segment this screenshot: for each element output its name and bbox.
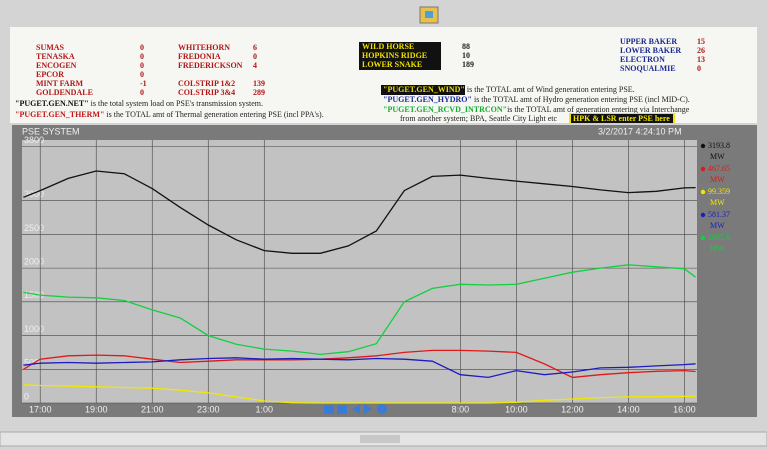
y-tick-label: 2000 xyxy=(24,257,44,267)
plant-value: 0 xyxy=(697,64,701,73)
note: "PUGET.GEN_THERM" is the TOTAL amt of Th… xyxy=(15,110,324,119)
legend-value: 99.359 xyxy=(708,187,730,196)
x-tick-label: 21:00 xyxy=(141,404,164,414)
plant-name: MINT FARM xyxy=(36,79,83,88)
x-tick-label: 19:00 xyxy=(85,404,108,414)
note: "PUGET.GEN.NET" is the total system load… xyxy=(15,99,263,108)
legend-unit: MW xyxy=(710,244,725,253)
plant-value: 189 xyxy=(462,60,474,69)
control-button[interactable] xyxy=(337,405,347,414)
y-tick-label: 2500 xyxy=(24,223,44,233)
y-tick-label: 0 xyxy=(24,391,29,401)
legend-marker xyxy=(701,236,705,240)
highlight-text: HPK & LSR enter PSE here xyxy=(573,114,670,123)
y-tick-label: 1000 xyxy=(24,324,44,334)
plant-value: 139 xyxy=(253,79,265,88)
plant-value: 88 xyxy=(462,42,470,51)
plant-value: -1 xyxy=(140,79,147,88)
legend-marker xyxy=(701,213,705,217)
screen: PSE SYSTEM 3/2/2017 4:24:10 PM SUMAS0TEN… xyxy=(0,0,767,450)
plant-value: 289 xyxy=(253,88,265,97)
y-tick-label: 500 xyxy=(24,358,39,368)
legend-value: 467.65 xyxy=(708,164,730,173)
x-tick-label: 1:00 xyxy=(256,404,274,414)
plant-name: SNOQUALMIE xyxy=(620,64,676,73)
note-text: is the TOTAL amt of Thermal generation e… xyxy=(104,110,323,119)
legend-marker xyxy=(701,190,705,194)
control-button[interactable] xyxy=(324,405,334,414)
timestamp: 3/2/2017 4:24:10 PM xyxy=(598,126,682,136)
plant-value: 0 xyxy=(140,70,144,79)
plant-name: WILD HORSE xyxy=(362,42,414,51)
plant-name: TENASKA xyxy=(36,52,75,61)
legend-value: 1865.6 xyxy=(708,233,730,242)
scrollbar-thumb[interactable] xyxy=(360,435,400,443)
plant-name: COLSTRIP 1&2 xyxy=(178,79,235,88)
plant-value: 0 xyxy=(140,43,144,52)
plant-name: ELECTRON xyxy=(620,55,665,64)
plant-value: 0 xyxy=(140,88,144,97)
plant-name: FREDERICKSON xyxy=(178,61,243,70)
legend-unit: MW xyxy=(710,198,725,207)
control-button[interactable] xyxy=(377,404,387,414)
note: "PUGET.GEN_HYDRO" is the TOTAL amt of Hy… xyxy=(383,95,690,104)
plant-value: 6 xyxy=(253,43,257,52)
plant-value: 13 xyxy=(697,55,705,64)
legend-marker xyxy=(701,167,705,171)
x-tick-label: 17:00 xyxy=(29,404,52,414)
note-continuation: from another system; BPA, Seattle City L… xyxy=(400,114,557,123)
legend-unit: MW xyxy=(710,221,725,230)
y-tick-label: 3800 xyxy=(24,135,44,145)
note-code: "PUGET.GEN_RCVD_INTRCON" xyxy=(383,105,507,114)
x-tick-label: 12:00 xyxy=(561,404,584,414)
x-tick-label: 23:00 xyxy=(197,404,220,414)
note-text: is the TOTAL amt of Wind generation ente… xyxy=(465,85,635,94)
plant-name: LOWER SNAKE xyxy=(362,60,422,69)
plant-name: COLSTRIP 3&4 xyxy=(178,88,235,97)
plant-value: 26 xyxy=(697,46,705,55)
legend-value: 581.37 xyxy=(708,210,730,219)
note: "PUGET.GEN_WIND" is the TOTAL amt of Win… xyxy=(383,85,635,94)
note-code: "PUGET.GEN_HYDRO" xyxy=(383,95,472,104)
x-tick-label: 16:00 xyxy=(673,404,696,414)
plant-value: 0 xyxy=(140,61,144,70)
note-text: is the TOTAL amt of Hydro generation ent… xyxy=(472,95,690,104)
plant-name: EPCOR xyxy=(36,70,64,79)
plant-name: WHITEHORN xyxy=(178,43,230,52)
legend-unit: MW xyxy=(710,152,725,161)
plant-value: 0 xyxy=(140,52,144,61)
note-code: "PUGET.GEN_THERM" xyxy=(15,110,104,119)
legend-marker xyxy=(701,144,705,148)
note: "PUGET.GEN_RCVD_INTRCON"is the TOTAL amt… xyxy=(383,105,690,114)
plant-value: 0 xyxy=(253,52,257,61)
plot-area xyxy=(22,140,697,403)
plant-value: 10 xyxy=(462,51,470,60)
plant-name: UPPER BAKER xyxy=(620,37,677,46)
note-code: "PUGET.GEN_WIND" xyxy=(383,85,465,94)
plant-name: SUMAS xyxy=(36,43,65,52)
plant-value: 4 xyxy=(253,61,257,70)
page: PSE SYSTEM 3/2/2017 4:24:10 PM SUMAS0TEN… xyxy=(0,0,767,450)
x-tick-label: 10:00 xyxy=(505,404,528,414)
x-tick-label: 14:00 xyxy=(617,404,640,414)
legend-unit: MW xyxy=(710,175,725,184)
plant-value: 15 xyxy=(697,37,705,46)
plant-name: LOWER BAKER xyxy=(620,46,681,55)
x-tick-label: 8:00 xyxy=(452,404,470,414)
note-text: is the total system load on PSE's transm… xyxy=(89,99,263,108)
toolbar-icon-inner xyxy=(425,11,433,18)
plant-name: FREDONIA xyxy=(178,52,221,61)
plant-name: ENCOGEN xyxy=(36,61,77,70)
note-code: "PUGET.GEN.NET" xyxy=(15,99,89,108)
note-text: is the TOTAL amt of generation entering … xyxy=(507,105,690,114)
plant-name: GOLDENDALE xyxy=(36,88,93,97)
plant-name: HOPKINS RIDGE xyxy=(362,51,427,60)
legend-value: 3193.8 xyxy=(708,141,730,150)
